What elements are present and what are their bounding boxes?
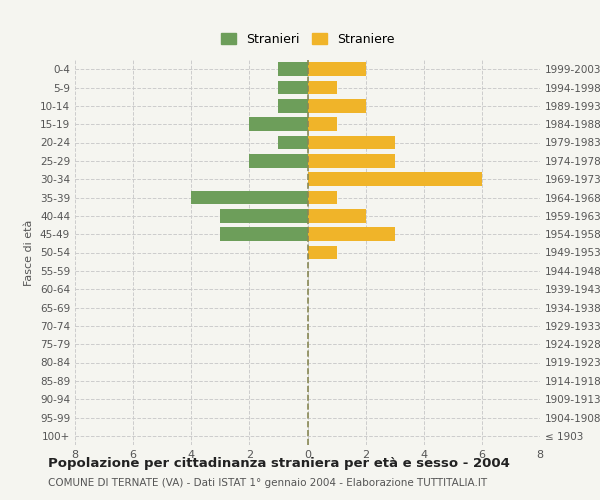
Bar xyxy=(308,62,365,76)
Bar xyxy=(220,228,308,241)
Bar xyxy=(220,209,308,222)
Text: COMUNE DI TERNATE (VA) - Dati ISTAT 1° gennaio 2004 - Elaborazione TUTTITALIA.IT: COMUNE DI TERNATE (VA) - Dati ISTAT 1° g… xyxy=(48,478,487,488)
Legend: Stranieri, Straniere: Stranieri, Straniere xyxy=(216,28,399,50)
Bar xyxy=(308,209,365,222)
Bar xyxy=(308,172,482,186)
Bar xyxy=(278,80,308,94)
Bar xyxy=(308,154,395,168)
Bar xyxy=(278,99,308,112)
Bar xyxy=(250,118,308,131)
Bar xyxy=(191,190,308,204)
Text: Popolazione per cittadinanza straniera per età e sesso - 2004: Popolazione per cittadinanza straniera p… xyxy=(48,458,510,470)
Y-axis label: Fasce di età: Fasce di età xyxy=(25,220,34,286)
Bar xyxy=(308,228,395,241)
Bar xyxy=(308,99,365,112)
Bar xyxy=(250,154,308,168)
Bar xyxy=(308,246,337,260)
Bar xyxy=(308,80,337,94)
Bar xyxy=(278,62,308,76)
Bar xyxy=(308,136,395,149)
Bar xyxy=(308,118,337,131)
Bar xyxy=(278,136,308,149)
Bar xyxy=(308,190,337,204)
